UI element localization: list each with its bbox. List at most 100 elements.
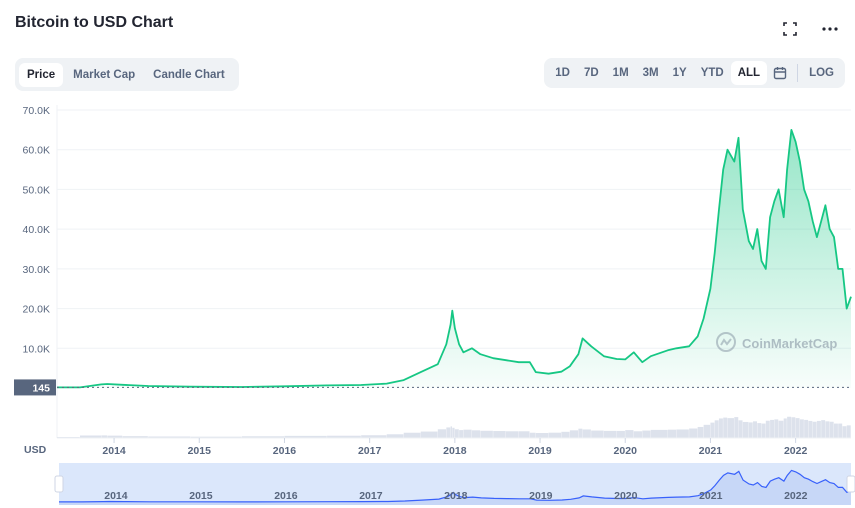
volume-bar [518,431,530,438]
volume-bar [80,435,102,438]
y-tick-label: 10.0K [23,343,50,355]
volume-bar [403,432,421,438]
volume-bar [603,430,617,438]
x-tick-label: 2014 [102,445,126,457]
volume-bar [122,436,148,438]
volume-bar [842,426,847,438]
navigator-tick-label: 2018 [444,490,468,502]
volume-bar [761,423,766,438]
volume-bar [446,427,451,438]
x-axis: 2014 2015 2016 2017 2018 2019 2020 2021 2022 [102,438,807,457]
volume-bar [778,420,784,438]
volume-bar [757,423,762,438]
y-tick-label: 20.0K [23,304,50,316]
volume-bar [284,435,327,438]
x-tick-label: 2020 [614,445,638,457]
price-area-fill [57,129,851,388]
volume-bar [386,434,404,438]
volume-bar [689,428,698,438]
volume-bar [561,431,570,438]
navigator-tick-label: 2015 [189,490,213,502]
volume-bar [480,430,493,438]
more-horizontal-icon[interactable] [819,18,841,40]
volume-bar [718,418,723,438]
baseline-label-box [14,379,56,396]
volume-bar [774,419,779,438]
calendar-icon[interactable] [767,62,793,84]
navigator-line [59,469,852,503]
volume-bar [791,417,796,438]
range-1d-button[interactable]: 1D [555,67,570,79]
volume-bar [190,436,242,438]
volume-bar [804,419,809,438]
range-ytd-button[interactable]: YTD [700,67,724,79]
time-range-selector: 1D 7D 1M 3M 1Y YTD ALL LOG [544,58,845,88]
volume-bar [816,420,821,438]
volume-bar [450,426,452,438]
volume-bar [710,422,715,438]
y-tick-label: 30.0K [23,264,50,276]
y-tick-label: 50.0K [23,184,50,196]
baseline-label: 145 [32,382,50,394]
volume-bar [738,420,743,438]
volume-bar [765,420,770,438]
volume-bar [714,420,719,438]
volume-bar [535,433,549,438]
volume-bar [493,431,506,438]
volume-bar [770,419,775,438]
volume-bar [459,430,464,438]
volume-bar [107,435,123,438]
volume-bar [697,426,704,438]
volume-bar [846,425,851,438]
navigator-handle-left[interactable] [54,475,64,493]
range-1m-button[interactable]: 1M [612,67,629,79]
volume-bar [825,421,830,438]
volume-bar [437,429,447,438]
range-1y-button[interactable]: 1Y [672,67,687,79]
watermark-text: CoinMarketCap [742,336,837,351]
volume-bar [642,430,651,438]
range-divider [797,64,799,82]
navigator-handle-right[interactable] [846,475,855,493]
volume-bar [723,417,728,438]
tab-candle-chart[interactable]: Candle Chart [153,68,225,81]
volume-bar [548,432,562,438]
x-tick-label: 2022 [784,445,808,457]
volume-bar [463,429,472,438]
volume-bar [454,429,459,438]
navigator-tick-label: 2019 [529,490,553,502]
range-all-button[interactable]: ALL [730,61,768,85]
range-7d-button[interactable]: 7D [583,67,599,79]
expand-icon[interactable] [779,18,801,40]
navigator-tick-label: 2016 [274,490,298,502]
x-tick-label: 2016 [273,445,297,457]
navigator-tick-label: 2021 [699,490,723,502]
volume-bar [591,430,604,438]
volume-bar [361,435,387,438]
volume-bar [676,429,689,438]
volume-bar [327,435,361,438]
page-title: Bitcoin to USD Chart [15,14,174,31]
range-3m-button[interactable]: 3M [642,67,659,79]
navigator-tick-label: 2014 [104,490,128,502]
volume-bar [650,429,668,438]
chart-type-tabs: Price Market Cap Candle Chart [15,58,239,91]
coinmarketcap-watermark: CoinMarketCap [716,332,837,352]
log-scale-button[interactable]: LOG [809,67,834,79]
volume-bar [241,436,285,438]
range-navigator[interactable]: 2014 2015 2016 2017 2018 2019 2020 2021 2022 [54,463,855,505]
volume-bar [582,429,591,438]
x-tick-label: 2019 [528,445,552,457]
volume-bar [753,421,757,438]
volume-bar [569,430,579,438]
tab-market-cap[interactable]: Market Cap [73,68,136,81]
volume-bar [821,420,826,438]
y-tick-label: 70.0K [23,105,50,117]
price-line [57,129,852,389]
volume-bar [742,421,749,438]
volume-bar [838,423,843,438]
tab-price[interactable]: Price [19,62,64,87]
navigator-area [59,470,851,505]
navigator-tick-label: 2017 [359,490,383,502]
